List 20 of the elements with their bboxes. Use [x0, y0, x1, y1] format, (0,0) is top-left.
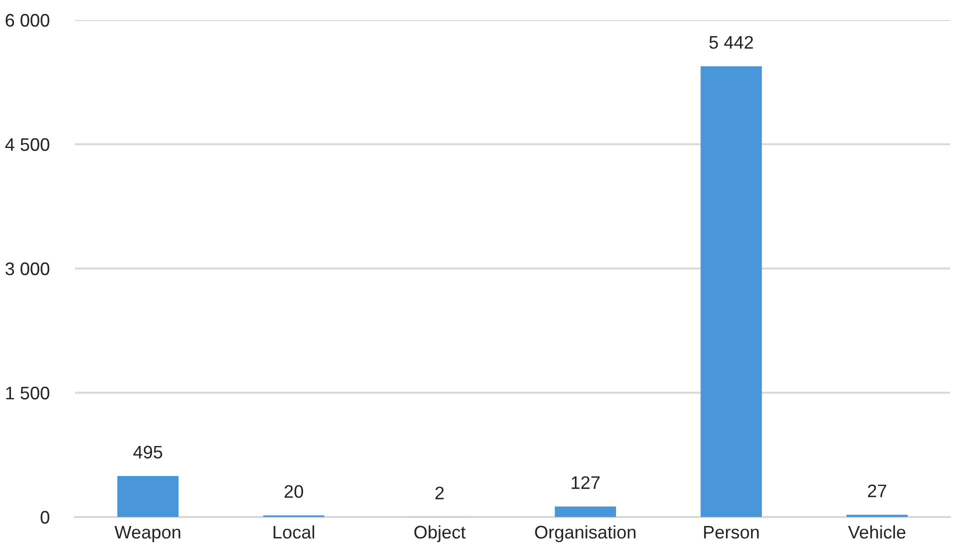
data-label: 127 [572, 476, 600, 489]
y-tick-label: 1 500 [6, 386, 50, 400]
x-tick-label: Vehicle [848, 525, 906, 539]
data-label: 5 442 [709, 36, 753, 49]
x-tick-label: Object [414, 525, 466, 542]
bar [700, 66, 762, 517]
x-tick-label: Local [274, 525, 314, 539]
bar [554, 506, 616, 517]
data-label: 27 [868, 484, 886, 498]
y-tick-label: 6 000 [6, 14, 50, 27]
data-label: 20 [284, 485, 304, 498]
bar [117, 476, 179, 517]
x-tick-label: Person [704, 526, 759, 539]
y-tick-label: 4 500 [5, 138, 50, 151]
y-tick-label: 0 [40, 510, 50, 524]
data-label: 2 [435, 486, 444, 500]
data-label: 495 [133, 446, 162, 459]
y-tick-label: 3 000 [6, 262, 50, 276]
x-tick-label: Weapon [114, 526, 180, 542]
x-tick-label: Organisation [535, 525, 636, 542]
